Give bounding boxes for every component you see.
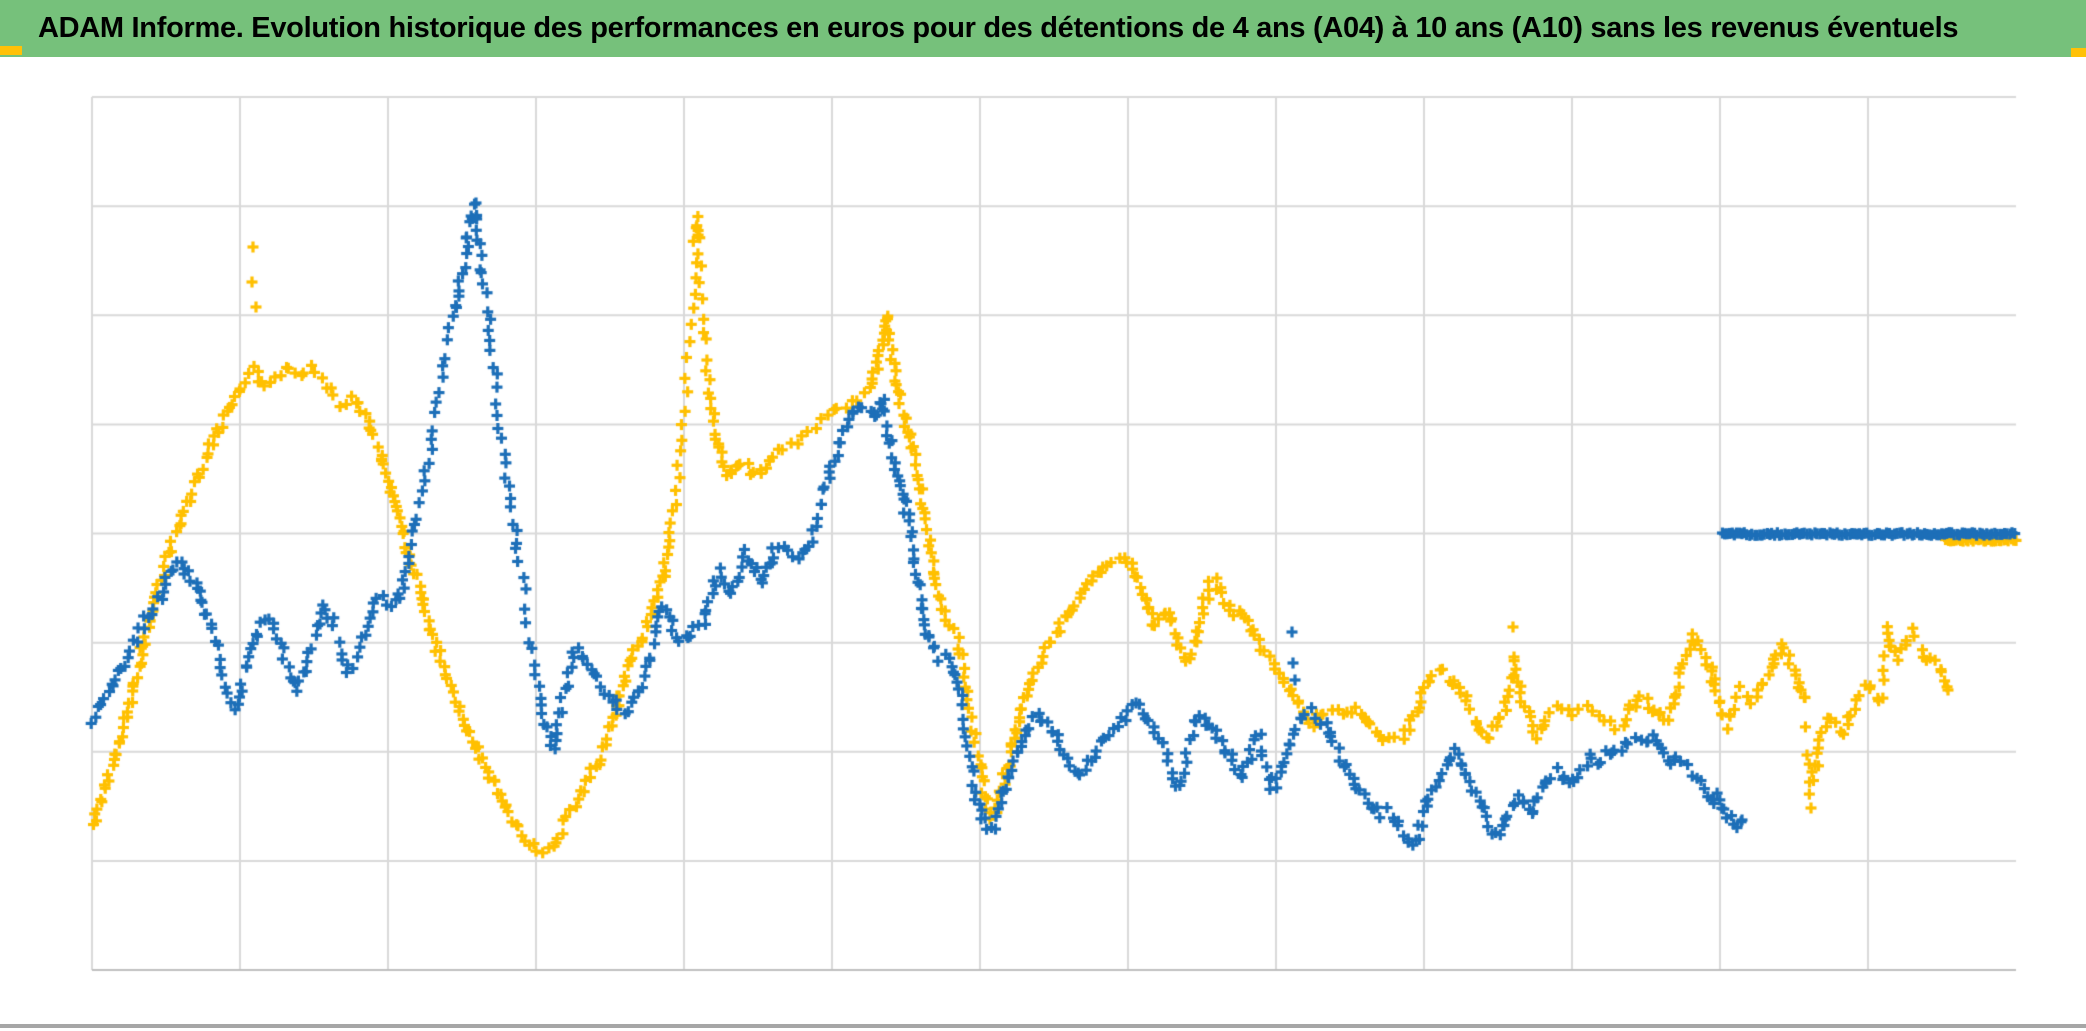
chart-canvas — [0, 57, 2086, 1024]
window-bottom-edge — [0, 1024, 2086, 1028]
page-title: ADAM Informe. Evolution historique des p… — [38, 12, 1959, 44]
chart-area[interactable] — [0, 57, 2086, 1024]
title-bar: ADAM Informe. Evolution historique des p… — [0, 0, 2086, 57]
corner-accent-top-left — [0, 46, 22, 55]
